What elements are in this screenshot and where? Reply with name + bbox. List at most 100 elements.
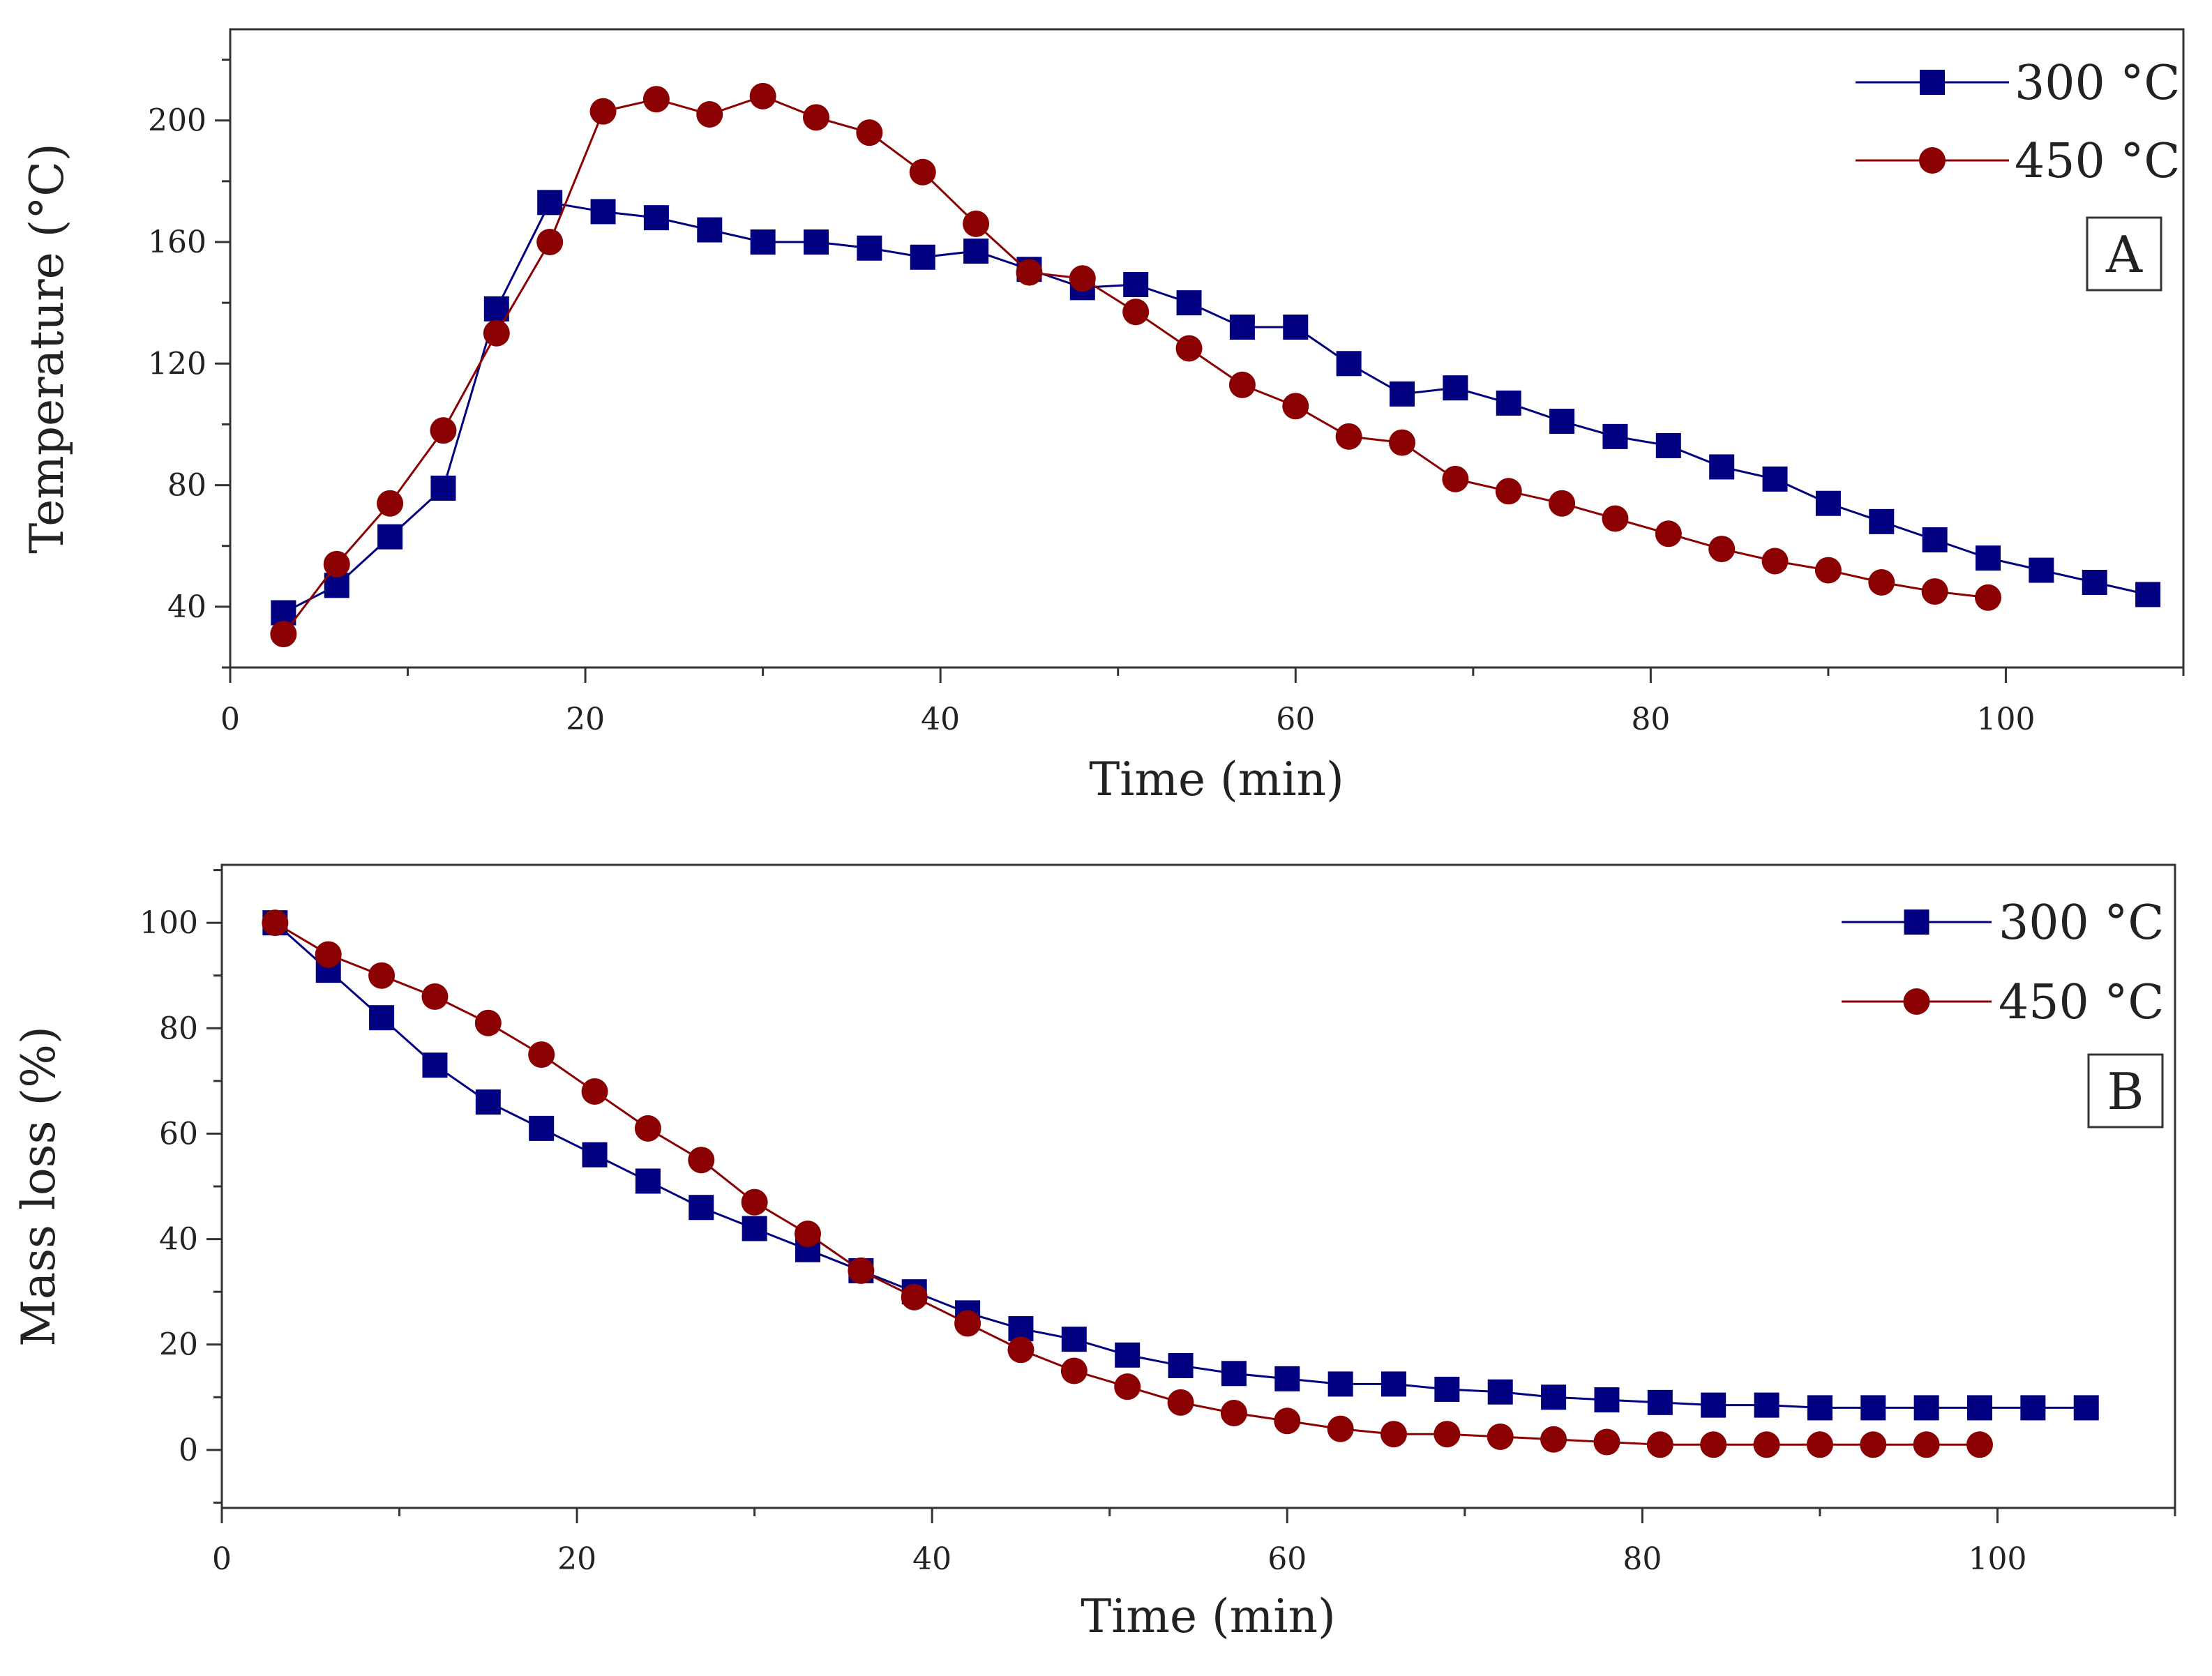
x-tick-label: 20 bbox=[566, 702, 605, 737]
data-point bbox=[1647, 1389, 1673, 1415]
data-point bbox=[430, 475, 456, 501]
data-point bbox=[1229, 315, 1255, 340]
data-point bbox=[582, 1142, 608, 1168]
data-point bbox=[1390, 381, 1415, 407]
data-point bbox=[2082, 570, 2107, 595]
data-point bbox=[1708, 536, 1736, 563]
data-point bbox=[1540, 1426, 1567, 1453]
data-point bbox=[963, 210, 990, 237]
x-tick-label: 60 bbox=[1276, 702, 1315, 737]
data-point bbox=[1976, 545, 2001, 571]
data-point bbox=[1283, 315, 1309, 340]
legend-label: 300 °C bbox=[1999, 896, 2164, 951]
data-point bbox=[1602, 423, 1628, 449]
data-point bbox=[688, 1147, 715, 1174]
legend-entry: 450 °C bbox=[1856, 134, 2180, 189]
data-point bbox=[1549, 409, 1575, 435]
data-point bbox=[1814, 557, 1842, 584]
y-axis-title: Temperature (°C) bbox=[20, 143, 74, 553]
data-point bbox=[1913, 1395, 1939, 1421]
data-point bbox=[1753, 1431, 1780, 1458]
data-point bbox=[901, 1283, 928, 1311]
data-point bbox=[1282, 393, 1309, 420]
data-point bbox=[1966, 1431, 1993, 1458]
data-point bbox=[1922, 527, 1948, 552]
data-point bbox=[1007, 1336, 1034, 1364]
series-300 bbox=[271, 190, 2161, 626]
data-point bbox=[1762, 466, 1788, 492]
legend: 300 °C 450 °C bbox=[1842, 896, 2164, 1030]
data-point bbox=[1495, 478, 1522, 505]
data-point bbox=[1228, 371, 1256, 398]
data-point bbox=[1381, 1371, 1406, 1397]
data-point bbox=[369, 1005, 395, 1031]
y-tick-label: 60 bbox=[159, 1116, 198, 1152]
panel-label-box bbox=[2086, 216, 2162, 292]
y-tick-label: 20 bbox=[159, 1327, 198, 1363]
y-axis-title: Mass loss (%) bbox=[12, 1026, 66, 1346]
data-point bbox=[1868, 569, 1895, 596]
data-point bbox=[1815, 490, 1841, 516]
x-tick-label: 100 bbox=[1976, 702, 2035, 737]
data-point bbox=[1114, 1373, 1141, 1401]
legend: 300 °C 450 °C bbox=[1856, 56, 2180, 189]
data-point bbox=[323, 550, 350, 577]
y-tick-label: 0 bbox=[179, 1433, 198, 1468]
data-point bbox=[1860, 1395, 1886, 1421]
data-point bbox=[368, 962, 396, 989]
data-point bbox=[1860, 1431, 1887, 1458]
plot-frame bbox=[229, 28, 2185, 669]
x-axis-title: Time (min) bbox=[1081, 1590, 1335, 1643]
data-point bbox=[857, 235, 882, 261]
data-point bbox=[1123, 272, 1149, 297]
data-point bbox=[422, 1052, 448, 1078]
x-tick-label: 20 bbox=[557, 1541, 596, 1577]
data-point bbox=[697, 217, 723, 243]
data-point bbox=[856, 119, 883, 146]
x-tick-label: 40 bbox=[912, 1541, 951, 1577]
series-450 bbox=[270, 82, 2001, 648]
x-axis-title: Time (min) bbox=[1089, 753, 1344, 806]
data-point bbox=[483, 319, 510, 347]
data-point bbox=[1389, 429, 1415, 456]
data-point bbox=[742, 1216, 767, 1241]
data-point bbox=[1327, 1415, 1354, 1442]
data-point bbox=[803, 104, 829, 131]
data-point bbox=[1701, 1392, 1726, 1418]
data-point bbox=[1549, 490, 1576, 517]
data-point bbox=[1487, 1423, 1514, 1450]
data-point bbox=[643, 205, 669, 231]
x-tick-label: 0 bbox=[220, 702, 240, 737]
data-point bbox=[1806, 1431, 1833, 1458]
data-point bbox=[1496, 390, 1521, 416]
data-point bbox=[1921, 578, 1948, 605]
chart-panel-b: 0 20 40 60 80 100 0 20 40 60 80 100 Time (min) Mass l… bbox=[12, 863, 2176, 1643]
data-point bbox=[1754, 1392, 1780, 1418]
data-point bbox=[1655, 520, 1682, 548]
data-point bbox=[954, 1310, 981, 1337]
data-point bbox=[1167, 1389, 1194, 1416]
data-point bbox=[262, 909, 289, 937]
data-point bbox=[2135, 582, 2161, 607]
x-tick-label: 80 bbox=[1623, 1541, 1662, 1577]
data-point bbox=[963, 239, 989, 264]
data-point bbox=[1335, 423, 1362, 450]
data-point bbox=[1434, 1421, 1461, 1448]
data-point bbox=[1060, 1357, 1088, 1384]
data-point bbox=[1221, 1361, 1247, 1387]
data-point bbox=[2020, 1395, 2046, 1421]
legend-entry: 450 °C bbox=[1842, 975, 2164, 1030]
data-point bbox=[1709, 454, 1735, 480]
data-point bbox=[2029, 557, 2054, 583]
y-tick-label: 80 bbox=[159, 1011, 198, 1046]
data-point bbox=[910, 244, 935, 270]
data-point bbox=[589, 98, 617, 125]
data-point bbox=[848, 1257, 875, 1284]
data-point bbox=[696, 101, 723, 128]
data-point bbox=[1176, 290, 1202, 316]
data-point bbox=[749, 82, 776, 110]
data-point bbox=[1336, 351, 1362, 377]
legend-circle-marker bbox=[1903, 988, 1930, 1015]
y-tick-label: 200 bbox=[148, 103, 206, 139]
data-point bbox=[634, 1115, 661, 1142]
